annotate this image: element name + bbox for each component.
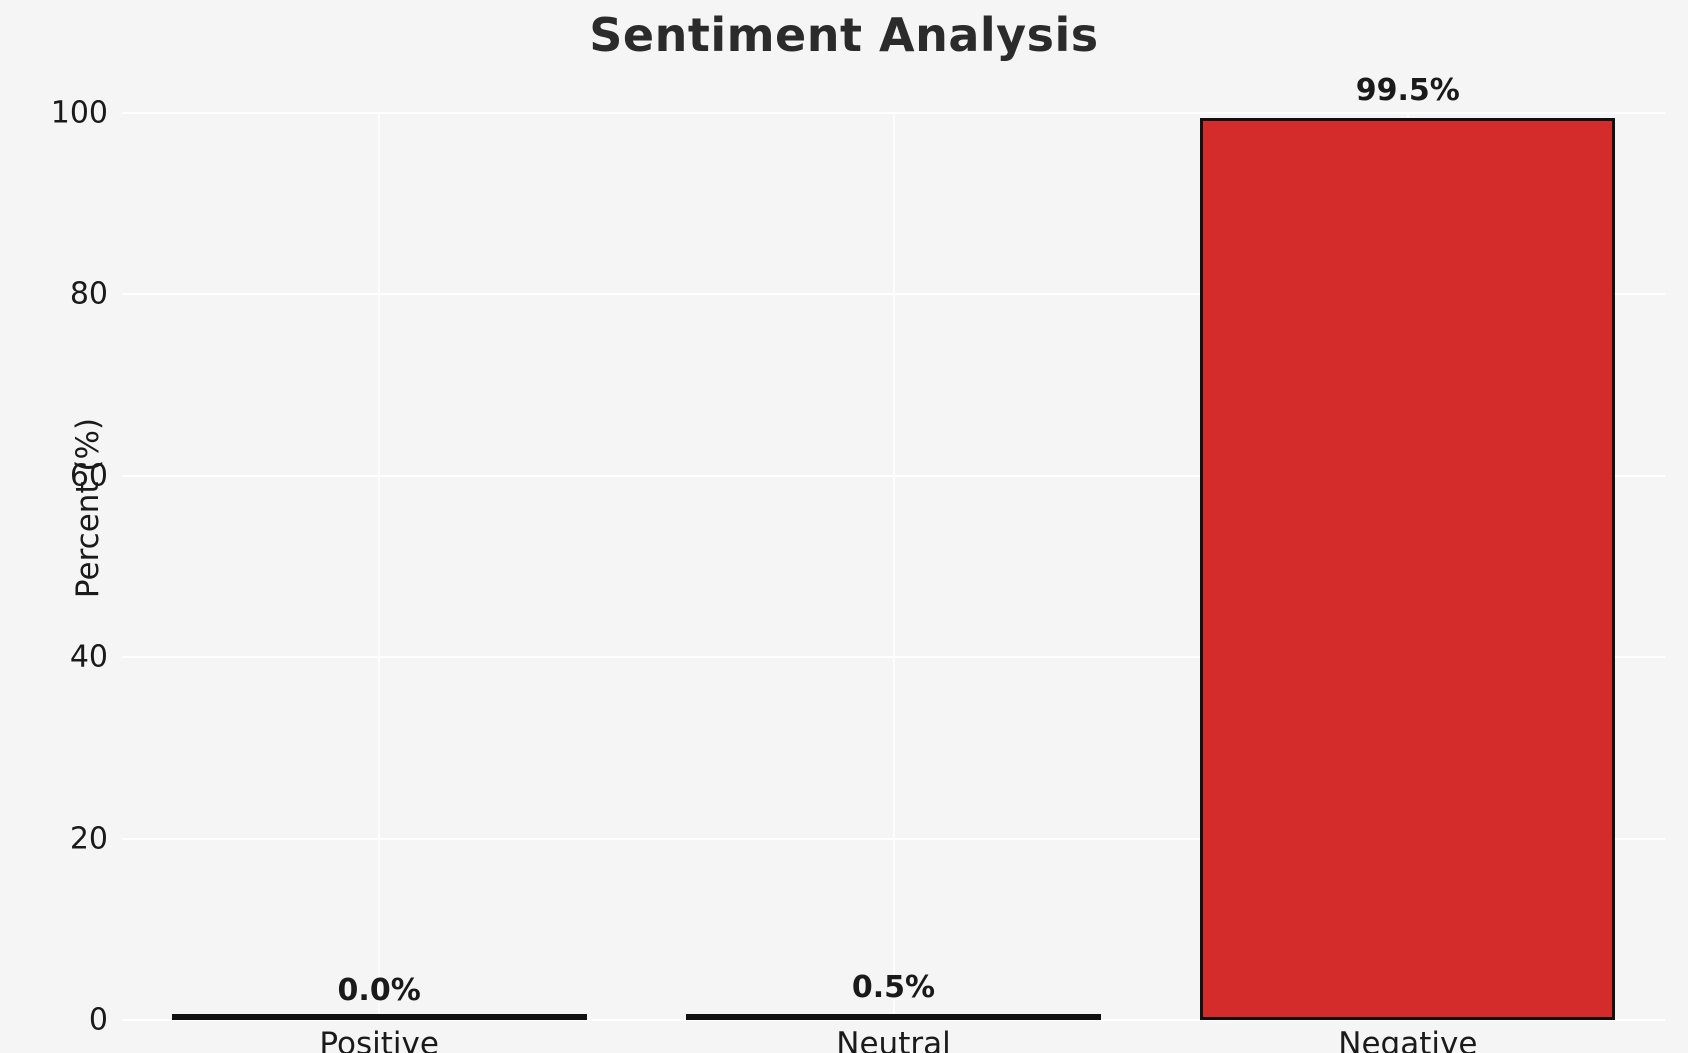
v-gridline xyxy=(892,113,895,1020)
plot-area: 0 20 40 60 80 100 0.0% 0.5% 99.5% xyxy=(51,73,1665,1038)
x-axis-ticks: Positive Neutral Negative xyxy=(122,1026,1665,1053)
y-axis-label: Percent (%) xyxy=(70,417,106,599)
bar-neutral xyxy=(686,1014,1101,1020)
bar-value-label: 0.0% xyxy=(337,973,421,1008)
bar-positive xyxy=(171,1014,587,1020)
y-tick-label: 20 xyxy=(69,821,108,857)
bar-value-label: 99.5% xyxy=(1355,72,1460,108)
y-tick-label: 80 xyxy=(69,276,108,312)
y-tick-label: 0 xyxy=(88,1002,108,1038)
v-gridline xyxy=(378,113,381,1020)
bar-value-label: 0.5% xyxy=(851,970,936,1006)
x-tick-label: Positive xyxy=(319,1026,439,1053)
y-tick-label: 100 xyxy=(50,95,108,131)
chart-title: Sentiment Analysis xyxy=(589,8,1099,62)
h-gridline xyxy=(122,1019,1665,1021)
x-tick-label: Neutral xyxy=(836,1026,951,1053)
x-tick-label: Negative xyxy=(1338,1026,1478,1053)
y-tick-label: 40 xyxy=(69,639,108,675)
bar-negative xyxy=(1200,117,1616,1020)
y-tick-label: 60 xyxy=(69,458,108,494)
